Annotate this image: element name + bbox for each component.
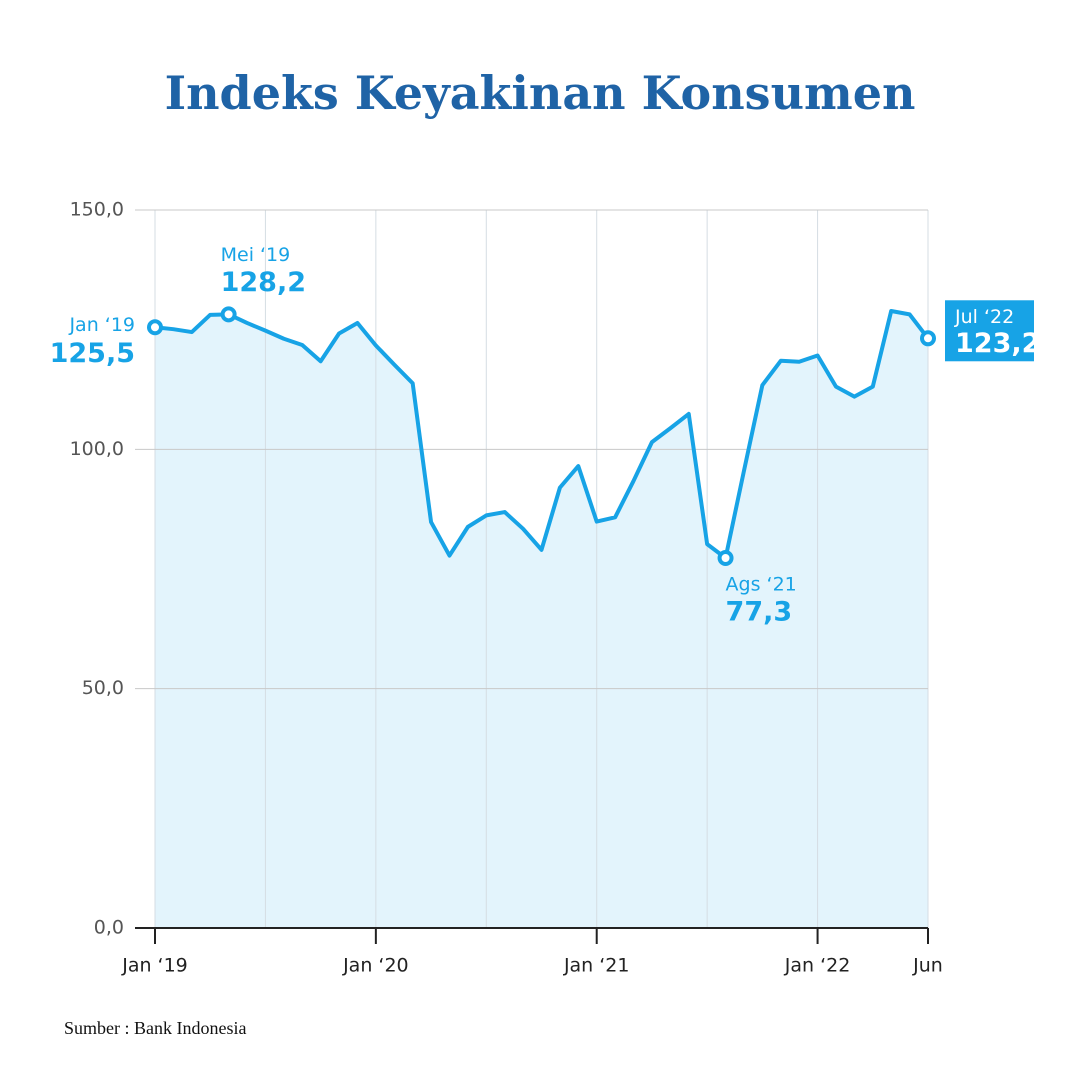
x-tick-label: Jan ‘22: [784, 955, 851, 977]
x-tick-label: Jan ‘21: [563, 955, 630, 977]
highlight-point: [717, 549, 734, 566]
y-tick-label: 150,0: [70, 199, 124, 221]
point-label: Ags ‘21: [726, 573, 797, 595]
x-tick-label: Jan ‘20: [342, 955, 409, 977]
value-label: 125,5: [50, 338, 135, 369]
highlight-point: [920, 330, 936, 347]
y-tick-label: 0,0: [94, 917, 124, 939]
highlight-point: [220, 306, 237, 323]
line: [154, 308, 930, 560]
area: [155, 310, 928, 928]
point-label: Jan ‘19: [68, 314, 135, 336]
point-label: Jul ‘22: [954, 306, 1014, 328]
value-label: 77,3: [726, 596, 793, 627]
y-tick-label: 100,0: [70, 438, 124, 460]
source: Sumber : Bank Indonesia: [64, 1018, 246, 1038]
highlight-point: [147, 319, 163, 336]
value-label: 123,2: [955, 328, 1040, 359]
y-tick-label: 50,0: [82, 677, 124, 699]
x-tick-label: Jan ‘19: [121, 955, 188, 977]
chart-title: Indeks Keyakinan Konsumen: [165, 66, 916, 120]
value-label: 128,2: [221, 267, 306, 298]
annotation-box: [945, 300, 1034, 362]
point-label: Mei ‘19: [221, 244, 291, 266]
x-tick-label: Jun: [912, 955, 943, 977]
